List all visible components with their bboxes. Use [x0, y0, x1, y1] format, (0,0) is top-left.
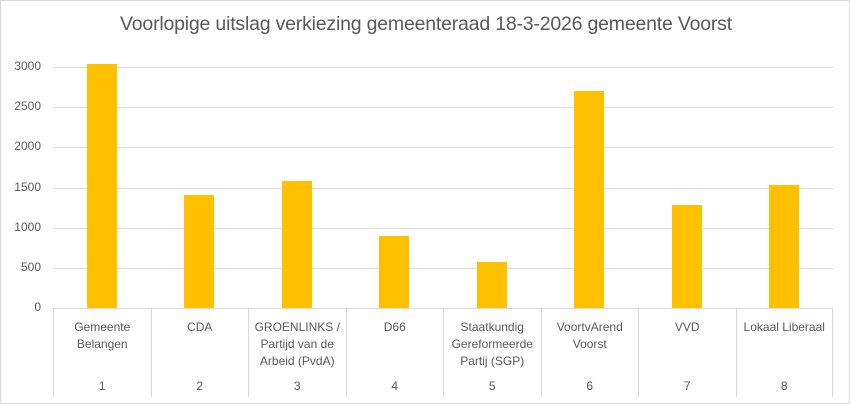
category-label: Lokaal Liberaal — [743, 320, 825, 334]
gridline — [53, 67, 833, 68]
bar[interactable] — [574, 90, 605, 308]
chart-title: Voorlopige uitslag verkiezing gemeentera… — [120, 13, 732, 35]
category-number: 2 — [196, 379, 204, 393]
category-label: CDA — [187, 320, 213, 334]
category-cell: Staatkundig Gereformeerde Partij (SGP) 5 — [443, 309, 541, 397]
category-cell: GROENLINKS / Partijd van de Arbeid (PvdA… — [248, 309, 346, 397]
category-cell: Gemeente Belangen 1 — [53, 309, 151, 397]
category-cell: CDA 2 — [150, 309, 249, 397]
category-label: Staatkundig Gereformeerde Partij (SGP) — [451, 320, 533, 368]
category-label: Gemeente Belangen — [74, 320, 131, 351]
category-cell: Lokaal Liberaal 8 — [735, 309, 833, 397]
bar[interactable] — [86, 63, 117, 308]
category-cell: VoortvArend Voorst 6 — [540, 309, 639, 397]
y-tick-label: 1000 — [14, 219, 41, 234]
bar[interactable] — [281, 181, 312, 308]
gridline — [53, 267, 833, 269]
category-number: 7 — [683, 379, 691, 393]
category-number: 4 — [391, 379, 399, 393]
gridline — [53, 187, 833, 189]
y-tick-label: 2000 — [14, 139, 41, 154]
gridline — [53, 107, 833, 109]
plot-area — [53, 63, 833, 308]
gridline — [53, 147, 833, 149]
bar[interactable] — [184, 194, 215, 308]
category-number: 3 — [293, 379, 301, 393]
bar[interactable] — [379, 236, 410, 308]
category-label: VVD — [674, 320, 700, 334]
category-label: GROENLINKS / Partijd van de Arbeid (PvdA… — [254, 320, 340, 368]
category-number: 5 — [488, 379, 496, 393]
category-cell: VVD 7 — [638, 309, 736, 397]
x-axis: Gemeente Belangen 1 CDA 2 GROENLINKS / Parti… — [53, 308, 833, 397]
y-tick-label: 1500 — [14, 179, 41, 194]
category-label: VoortvArend Voorst — [556, 320, 623, 351]
bar[interactable] — [769, 184, 800, 308]
y-tick-label: 2500 — [14, 99, 41, 114]
category-label: D66 — [383, 320, 406, 334]
category-number: 6 — [586, 379, 594, 393]
category-number: 1 — [98, 379, 106, 393]
category-number: 8 — [780, 379, 788, 393]
bar[interactable] — [671, 204, 702, 308]
bar[interactable] — [476, 261, 507, 308]
y-tick-label: 0 — [34, 300, 41, 314]
gridline — [53, 227, 833, 229]
y-tick-label: 3000 — [14, 59, 41, 73]
y-tick-label: 500 — [20, 259, 41, 274]
category-cell: D66 4 — [345, 309, 444, 397]
